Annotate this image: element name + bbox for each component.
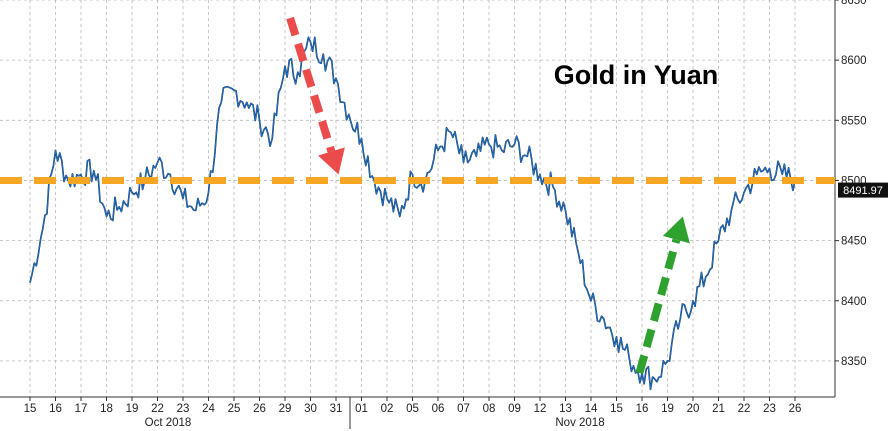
arrow-down-head xyxy=(318,147,345,175)
x-tick-label: 06 xyxy=(432,403,445,415)
chart-title: Gold in Yuan xyxy=(554,60,719,90)
y-tick-label: 8650 xyxy=(841,0,867,7)
month-labels: Oct 2018 Nov 2018 xyxy=(145,417,605,429)
arrow-up-head xyxy=(662,216,690,244)
x-tick-label: 26 xyxy=(789,403,802,415)
x-tick-label: 13 xyxy=(559,403,572,415)
x-tick-label: 05 xyxy=(406,403,419,415)
grid xyxy=(0,0,835,397)
x-tick-label: 23 xyxy=(763,403,776,415)
x-tick-label: 14 xyxy=(585,403,598,415)
x-tick-label: 25 xyxy=(228,403,241,415)
arrow-down-shaft xyxy=(286,16,336,153)
x-tick-label: 23 xyxy=(177,403,190,415)
x-tick-label: 17 xyxy=(75,403,88,415)
series-line xyxy=(29,36,796,390)
last-value-label: 8491.97 xyxy=(843,185,883,197)
axes xyxy=(0,0,836,429)
y-tick-label: 8550 xyxy=(841,115,867,127)
x-tick-label: 07 xyxy=(457,403,470,415)
x-tick-label: 16 xyxy=(49,403,62,415)
month-label-nov: Nov 2018 xyxy=(555,417,604,429)
x-tick-label: 01 xyxy=(355,403,368,415)
x-tick-labels: 15 16 17 18 19 22 23 24 25 26 29 30 31 01 02 05 06 07 08 09… xyxy=(24,397,802,415)
series-price-line xyxy=(29,36,796,391)
y-tick-label: 8450 xyxy=(841,236,867,248)
x-tick-label: 31 xyxy=(330,403,343,415)
month-label-oct: Oct 2018 xyxy=(145,417,192,429)
x-tick-label: 08 xyxy=(483,403,496,415)
x-tick-label: 26 xyxy=(253,403,266,415)
x-tick-label: 12 xyxy=(534,403,547,415)
x-tick-label: 19 xyxy=(661,403,674,415)
x-tick-label: 29 xyxy=(279,403,292,415)
x-tick-label: 16 xyxy=(636,403,649,415)
y-tick-label: 8600 xyxy=(841,55,867,67)
x-tick-label: 19 xyxy=(126,403,139,415)
x-tick-label: 09 xyxy=(508,403,521,415)
arrow-up-shaft xyxy=(635,238,681,375)
x-tick-label: 22 xyxy=(151,403,164,415)
x-tick-label: 15 xyxy=(24,403,37,415)
x-tick-label: 21 xyxy=(712,403,725,415)
x-tick-label: 15 xyxy=(610,403,623,415)
x-tick-label: 20 xyxy=(687,403,700,415)
y-tick-label: 8400 xyxy=(841,296,867,308)
y-tick-label: 8350 xyxy=(841,356,867,368)
x-tick-label: 18 xyxy=(100,403,113,415)
x-tick-label: 22 xyxy=(738,403,751,415)
x-tick-label: 02 xyxy=(381,403,394,415)
x-tick-label: 30 xyxy=(304,403,317,415)
x-tick-label: 24 xyxy=(202,403,215,415)
annotation-arrows xyxy=(286,16,690,375)
last-value-box xyxy=(838,182,888,198)
last-value-marker: 8491.97 xyxy=(838,182,888,198)
